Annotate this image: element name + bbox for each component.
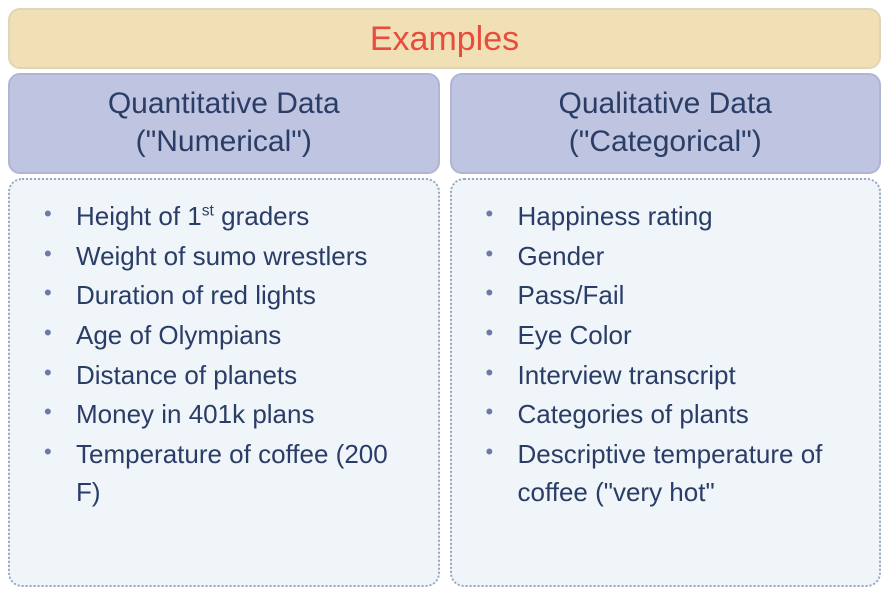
col-quantitative: Quantitative Data("Numerical") Height of… [8,73,440,587]
list-item: Categories of plants [482,396,858,434]
header-title: Examples [8,8,881,69]
col-quantitative-body: Height of 1st gradersWeight of sumo wres… [8,178,440,587]
list-item: Temperature of coffee (200 F) [40,436,416,511]
quantitative-list: Height of 1st gradersWeight of sumo wres… [40,198,416,512]
columns-row: Quantitative Data("Numerical") Height of… [8,73,881,587]
col-qualitative-body: Happiness ratingGenderPass/FailEye Color… [450,178,882,587]
list-item: Weight of sumo wrestlers [40,238,416,276]
list-item: Gender [482,238,858,276]
examples-container: Examples Quantitative Data("Numerical") … [8,8,881,587]
list-item: Eye Color [482,317,858,355]
col-qualitative-header: Qualitative Data("Categorical") [450,73,882,174]
list-item: Happiness rating [482,198,858,236]
qualitative-list: Happiness ratingGenderPass/FailEye Color… [482,198,858,512]
list-item: Distance of planets [40,357,416,395]
list-item: Descriptive temperature of coffee ("very… [482,436,858,511]
list-item: Age of Olympians [40,317,416,355]
list-item: Money in 401k plans [40,396,416,434]
list-item: Interview transcript [482,357,858,395]
col-quantitative-header: Quantitative Data("Numerical") [8,73,440,174]
list-item: Duration of red lights [40,277,416,315]
list-item: Height of 1st graders [40,198,416,236]
list-item: Pass/Fail [482,277,858,315]
col-qualitative: Qualitative Data("Categorical") Happines… [450,73,882,587]
